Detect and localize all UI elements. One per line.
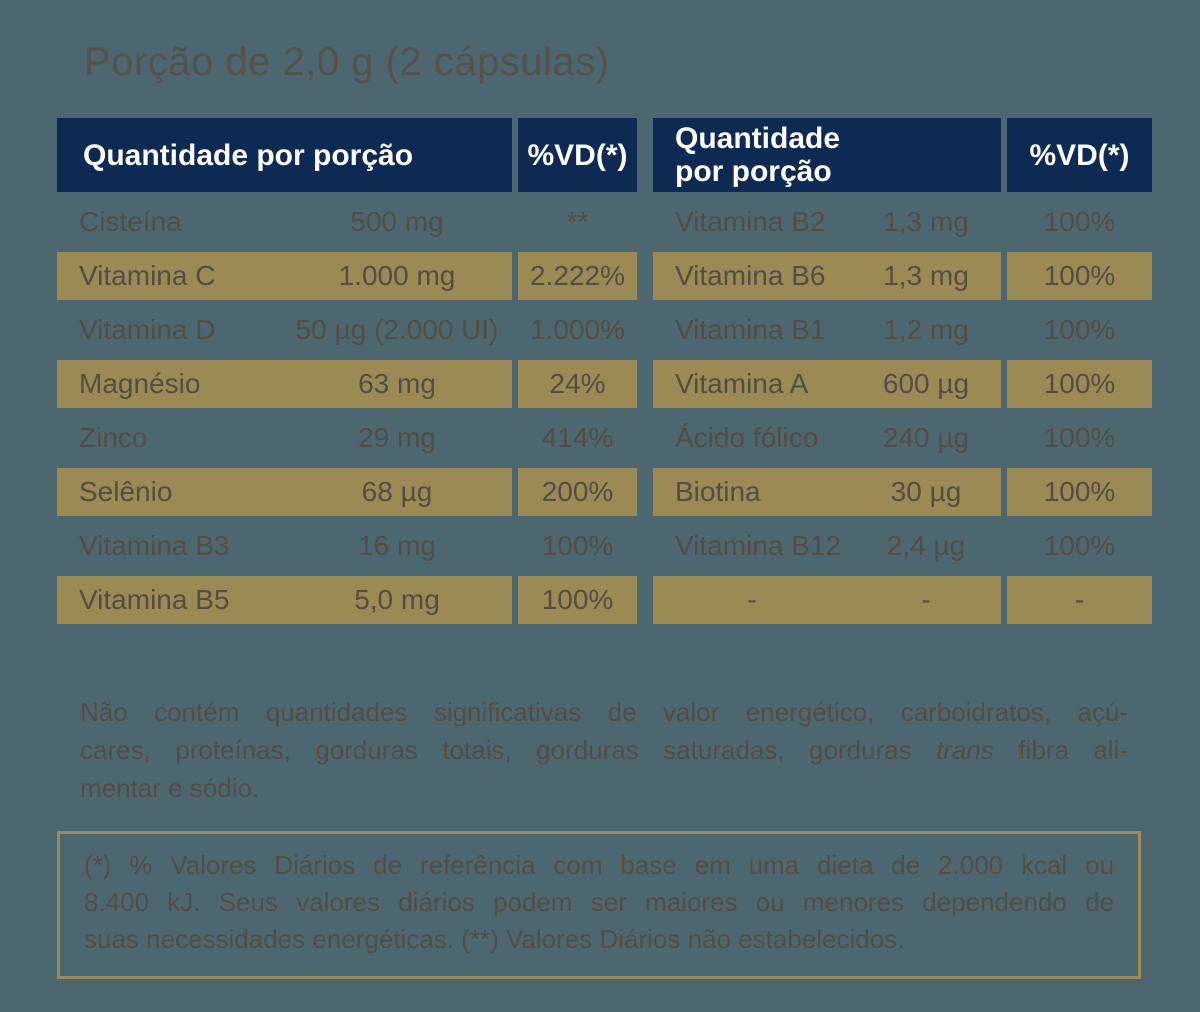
- column-header-vd-label: %VD(*): [1029, 138, 1130, 172]
- nutrient-quantity: 2,4 µg: [886, 530, 966, 561]
- nutrient-quantity: 50 µg (2.000 UI): [295, 314, 499, 345]
- nutrient-quantity: -: [921, 584, 931, 615]
- nutrient-quantity: 63 mg: [358, 368, 436, 399]
- row-main-cell: Vitamina B3 16 mg: [57, 522, 512, 570]
- nutrient-quantity: 68 µg: [361, 476, 433, 507]
- row-main-cell: Vitamina C 1.000 mg: [57, 252, 512, 300]
- note-line: Não contém quantidades significativas de…: [80, 697, 1128, 727]
- nutrient-quantity: 30 µg: [890, 476, 962, 507]
- nutrient-vd-value: 100%: [1007, 468, 1152, 516]
- row-main-cell: Vitamina B12 2,4 µg: [653, 522, 1001, 570]
- nutrient-vd-value: 2.222%: [518, 252, 637, 300]
- note-text: fibra ali-: [993, 735, 1129, 765]
- nutrient-name: Magnésio: [79, 368, 201, 399]
- daily-values-footnote: (*) % Valores Diários de referência com …: [57, 831, 1141, 979]
- nutrient-name: Ácido fólico: [675, 422, 819, 453]
- nutrient-name: Vitamina B2: [675, 206, 826, 237]
- nutrient-quantity: 5,0 mg: [354, 584, 440, 615]
- nutrient-name: Vitamina A: [675, 368, 809, 399]
- nutrient-name: Vitamina B1: [675, 314, 826, 345]
- nutrient-vd-value: 100%: [1043, 530, 1116, 561]
- nutrient-quantity: 1,3 mg: [883, 260, 969, 291]
- footnote-line: (*) % Valores Diários de referência com …: [84, 850, 1114, 880]
- row-main-cell: Vitamina D 50 µg (2.000 UI): [57, 306, 512, 354]
- nutrient-vd-value: 100%: [1007, 360, 1152, 408]
- nutrient-vd-value: 100%: [518, 576, 637, 624]
- row-main-cell: Selênio 68 µg: [57, 468, 512, 516]
- nutrient-quantity: 29 mg: [358, 422, 436, 453]
- nutrient-vd-value: **: [566, 206, 589, 237]
- nutrient-vd-value: 1.000%: [530, 314, 625, 345]
- nutrient-name: Vitamina B5: [79, 584, 230, 615]
- nutrient-name: Cisteína: [79, 206, 182, 237]
- note-line: mentar e sódio.: [80, 773, 260, 803]
- serving-size-title: Porção de 2,0 g (2 cápsulas): [84, 40, 610, 84]
- nutrient-name: Vitamina D: [79, 314, 216, 345]
- nutrition-table-left: Quantidade por porção %VD(*) Cisteína 500…: [57, 118, 637, 624]
- row-main-cell: Magnésio 63 mg: [57, 360, 512, 408]
- nutrient-name: Vitamina B12: [675, 530, 842, 561]
- column-header-vd-left: %VD(*): [518, 118, 637, 192]
- nutrient-vd-value: 200%: [518, 468, 637, 516]
- column-header-quantity-left: Quantidade por porção: [57, 118, 512, 192]
- nutrient-name: Selênio: [79, 476, 173, 507]
- nutrient-name: Vitamina B6: [675, 260, 826, 291]
- nutrient-name: -: [747, 584, 757, 615]
- column-header-quantity-right: Quantidade por porção: [653, 118, 1001, 192]
- nutrient-quantity: 600 µg: [882, 368, 970, 399]
- row-main-cell: Vitamina B6 1,3 mg: [653, 252, 1001, 300]
- nutrient-vd-value: -: [1007, 576, 1152, 624]
- column-header-vd-right: %VD(*): [1007, 118, 1152, 192]
- nutrient-vd-value: 100%: [541, 530, 614, 561]
- nutrient-vd-value: 414%: [541, 422, 614, 453]
- nutrient-quantity: 500 mg: [350, 206, 444, 237]
- nutrient-quantity: 1,2 mg: [883, 314, 969, 345]
- nutrition-table-right: Quantidade por porção %VD(*) Vitamina B2…: [653, 118, 1152, 624]
- row-main-cell: Vitamina A 600 µg: [653, 360, 1001, 408]
- footnote-line: suas necessidades energéticas. (**) Valo…: [84, 924, 905, 954]
- row-main-cell: Cisteína 500 mg: [57, 198, 512, 246]
- nutrient-vd-value: 100%: [1043, 422, 1116, 453]
- row-main-cell: Ácido fólico 240 µg: [653, 414, 1001, 462]
- nutrient-quantity: 1.000 mg: [338, 260, 456, 291]
- note-italic-word: trans: [936, 735, 994, 765]
- row-main-cell: Biotina 30 µg: [653, 468, 1001, 516]
- nutrient-name: Biotina: [675, 476, 761, 507]
- insignificant-amounts-note: Não contém quantidades significativas de…: [80, 693, 1128, 807]
- column-header-quantity-label: Quantidade por porção: [83, 138, 414, 172]
- row-main-cell: --: [653, 576, 1001, 624]
- column-header-vd-label: %VD(*): [527, 138, 628, 172]
- nutrient-name: Vitamina B3: [79, 530, 230, 561]
- nutrient-vd-value: 100%: [1043, 206, 1116, 237]
- nutrient-quantity: 1,3 mg: [883, 206, 969, 237]
- nutrient-quantity: 16 mg: [358, 530, 436, 561]
- footnote-line: 8.400 kJ. Seus valores diários podem ser…: [84, 887, 1114, 917]
- row-main-cell: Vitamina B5 5,0 mg: [57, 576, 512, 624]
- column-header-quantity-label: Quantidade por porção: [675, 122, 841, 188]
- row-main-cell: Zinco 29 mg: [57, 414, 512, 462]
- nutrient-vd-value: 24%: [518, 360, 637, 408]
- nutrient-vd-value: 100%: [1043, 314, 1116, 345]
- row-main-cell: Vitamina B2 1,3 mg: [653, 198, 1001, 246]
- nutrient-quantity: 240 µg: [882, 422, 970, 453]
- nutrient-vd-value: 100%: [1007, 252, 1152, 300]
- nutrient-name: Vitamina C: [79, 260, 216, 291]
- row-main-cell: Vitamina B1 1,2 mg: [653, 306, 1001, 354]
- note-text: cares, proteínas, gorduras totais, gordu…: [80, 735, 937, 765]
- nutrient-name: Zinco: [79, 422, 148, 453]
- note-line: cares, proteínas, gorduras totais, gordu…: [80, 731, 1128, 769]
